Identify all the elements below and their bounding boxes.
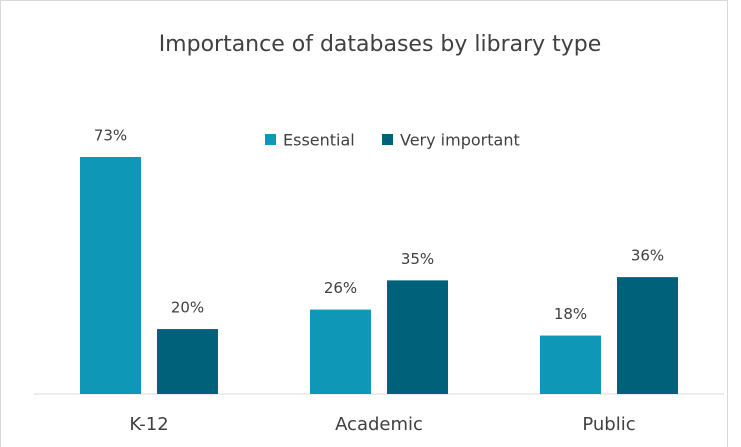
data-label: 20% [171, 299, 204, 317]
legend-label: Essential [283, 131, 355, 150]
legend-swatch [265, 134, 276, 145]
bar [617, 277, 678, 394]
bar [540, 335, 601, 394]
bar [310, 309, 371, 394]
legend-label: Very important [400, 131, 520, 150]
bar [157, 329, 218, 394]
legend-swatch [382, 134, 393, 145]
bar [387, 280, 448, 394]
data-label: 18% [554, 305, 587, 323]
data-label: 73% [94, 127, 127, 145]
bar [80, 157, 141, 394]
x-tick-label: K-12 [129, 414, 168, 435]
x-tick-label: Academic [335, 414, 423, 435]
data-label: 26% [324, 279, 357, 297]
data-label: 35% [401, 250, 434, 268]
data-label: 36% [631, 247, 664, 265]
x-tick-label: Public [582, 414, 635, 435]
chart-title: Importance of databases by library type [159, 32, 602, 57]
